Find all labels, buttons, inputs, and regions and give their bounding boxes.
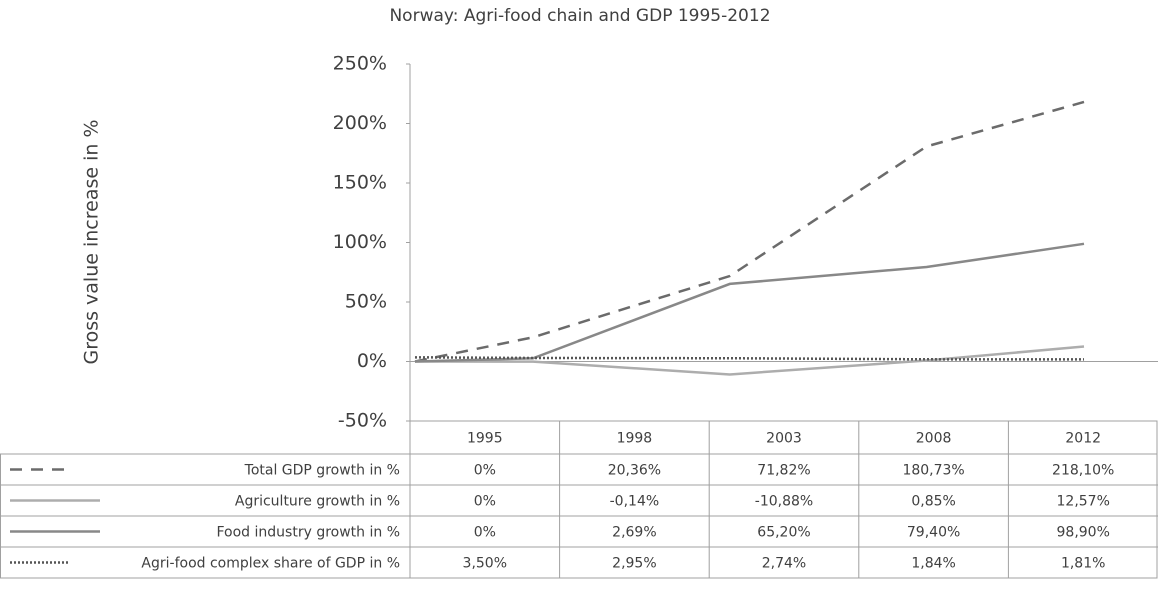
table-value: 2,74% [762, 556, 806, 572]
series-line [414, 356, 1085, 361]
table-value: 1,84% [911, 556, 955, 572]
x-tick-label: 1995 [467, 431, 503, 447]
y-tick-label: -50% [338, 410, 387, 432]
table-value: 98,90% [1057, 525, 1110, 541]
table-value: 0% [474, 494, 496, 510]
legend-label: Total GDP growth in % [244, 463, 400, 479]
y-tick-label: 150% [333, 172, 387, 194]
table-value: 3,50% [463, 556, 507, 572]
table-value: 0,85% [911, 494, 955, 510]
table-value: -10,88% [755, 494, 813, 510]
legend-label: Agriculture growth in % [235, 494, 400, 510]
table-value: 0% [474, 525, 496, 541]
table-value: 2,69% [612, 525, 656, 541]
series-line [414, 345, 1085, 376]
x-tick-label: 2008 [916, 431, 952, 447]
table-value: -0,14% [610, 494, 660, 510]
table-value: 71,82% [757, 463, 810, 479]
table-value: 218,10% [1052, 463, 1114, 479]
x-tick-label: 1998 [617, 431, 653, 447]
series-line [414, 100, 1085, 363]
legend-label: Agri-food complex share of GDP in % [141, 556, 400, 572]
table-value: 79,40% [907, 525, 960, 541]
table-value: 20,36% [608, 463, 661, 479]
table-value: 2,95% [612, 556, 656, 572]
table-value: 12,57% [1057, 494, 1110, 510]
y-tick-label: 250% [333, 53, 387, 75]
chart-title: Norway: Agri-food chain and GDP 1995-201… [389, 6, 770, 26]
y-tick-label: 0% [357, 350, 387, 372]
table-value: 0% [474, 463, 496, 479]
y-tick-label: 200% [333, 112, 387, 134]
table-value: 65,20% [757, 525, 810, 541]
table-value: 1,81% [1061, 556, 1105, 572]
y-tick-label: 100% [333, 231, 387, 253]
series-line [414, 242, 1085, 363]
x-tick-label: 2012 [1065, 431, 1101, 447]
y-tick-label: 50% [345, 291, 387, 313]
legend-label: Food industry growth in % [217, 525, 401, 541]
y-axis-label: Gross value increase in % [81, 119, 103, 364]
table-value: 180,73% [902, 463, 964, 479]
x-tick-label: 2003 [766, 431, 802, 447]
